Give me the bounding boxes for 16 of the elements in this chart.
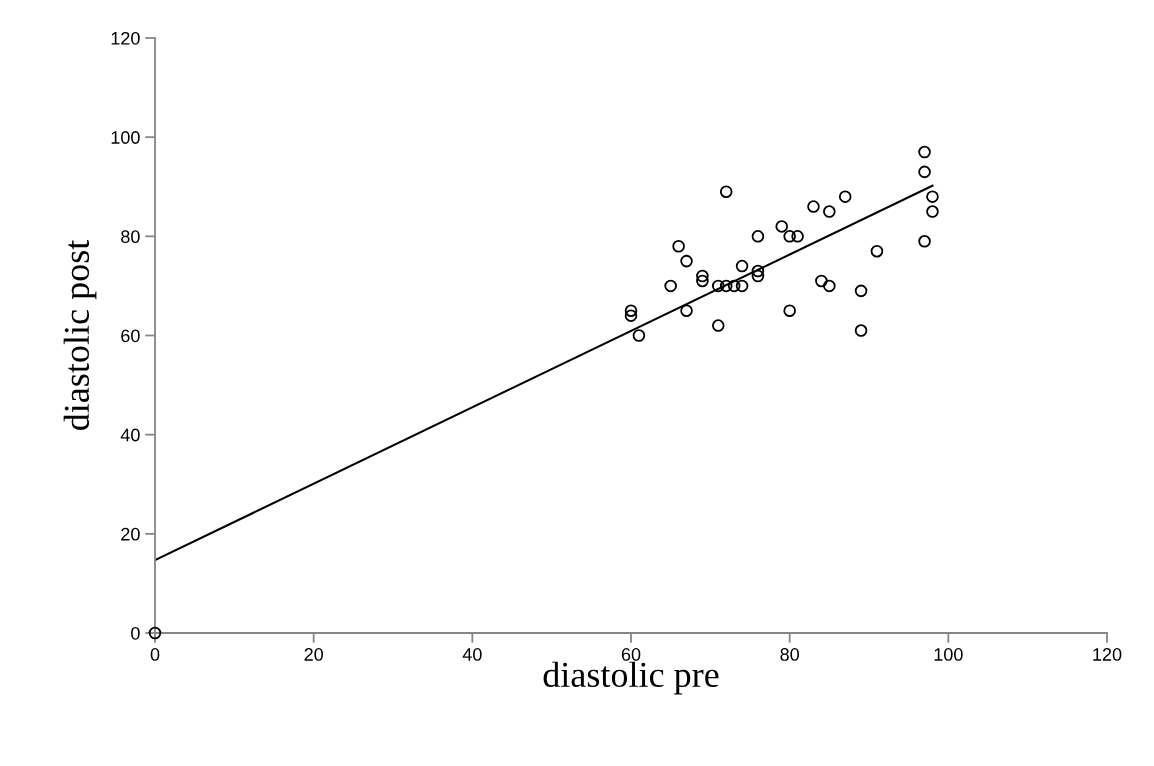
y-tick-label: 20 (121, 527, 140, 541)
y-tick-label: 120 (111, 31, 140, 45)
x-tick-label: 0 (150, 648, 160, 661)
y-tick-label: 80 (121, 230, 140, 244)
x-axis-title: diastolic pre (543, 661, 719, 695)
x-tick-label: 100 (934, 648, 963, 661)
x-tick-label: 20 (304, 648, 323, 661)
x-tick-label: 80 (780, 648, 799, 661)
y-tick-label: 0 (131, 626, 140, 640)
y-tick-label: 60 (121, 329, 140, 343)
x-tick-label: 120 (1093, 648, 1122, 661)
y-tick-label: 40 (120, 428, 140, 442)
x-tick-label: 60 (621, 648, 641, 661)
y-axis-title: diastolic post (63, 239, 97, 430)
y-tick-label: 100 (111, 131, 140, 144)
x-tick-label: 40 (462, 648, 482, 661)
